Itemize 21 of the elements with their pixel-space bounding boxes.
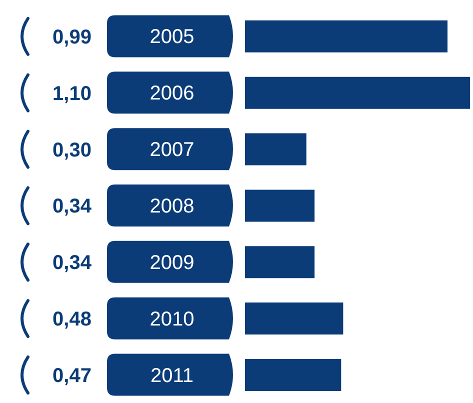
y-tick-label: 2010 (150, 308, 194, 330)
y-tick-label: 2006 (150, 82, 194, 105)
bar (245, 358, 342, 391)
bar (245, 76, 470, 109)
bar (245, 190, 315, 222)
y-tick-label: 2005 (150, 26, 194, 48)
data-label: 0,99 (52, 26, 92, 48)
data-label: 0,30 (52, 139, 92, 162)
data-label: 0,34 (52, 252, 92, 274)
data-label: 0,48 (52, 308, 92, 331)
data-label: 0,47 (52, 364, 92, 387)
data-label: 0,34 (52, 196, 92, 218)
y-tick-label: 2007 (150, 139, 194, 162)
bar (245, 302, 344, 335)
bar (245, 246, 315, 278)
bar (245, 133, 306, 166)
data-label: 1,10 (52, 82, 92, 105)
bar (245, 20, 448, 52)
y-tick-label: 2011 (150, 364, 194, 387)
y-tick-label: 2008 (150, 196, 194, 218)
y-tick-label: 2009 (150, 252, 194, 274)
